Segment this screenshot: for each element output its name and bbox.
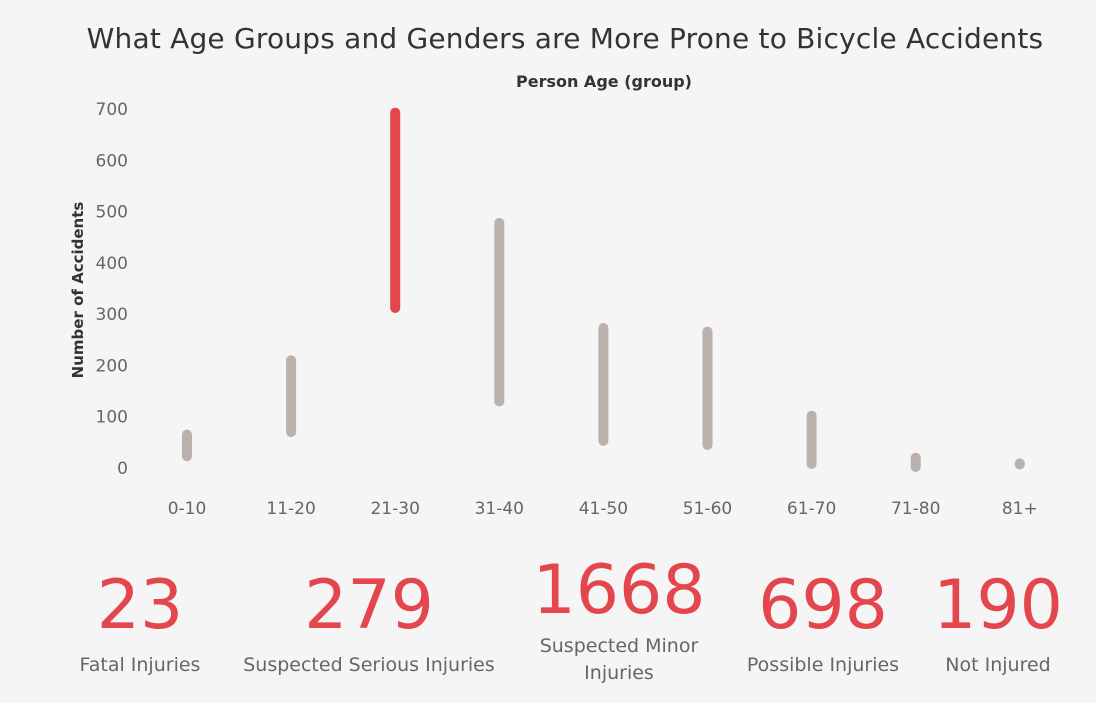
kpi-suspected-serious-injuries: 279 Suspected Serious Injuries xyxy=(238,572,500,679)
y-tick-label: 500 xyxy=(96,203,128,223)
kpi-value: 23 xyxy=(96,566,184,645)
kpi-not-injured: 190 Not Injured xyxy=(928,572,1068,679)
kpi-value: 698 xyxy=(758,566,888,645)
y-tick-label: 700 xyxy=(96,100,128,120)
kpi-fatal-injuries: 23 Fatal Injuries xyxy=(60,572,220,679)
kpi-label: Possible Injuries xyxy=(746,654,900,676)
kpi-label: Suspected Minor Injuries xyxy=(539,635,699,684)
x-tick-label: 71-80 xyxy=(891,499,940,519)
x-tick-label: 0-10 xyxy=(168,499,207,519)
x-tick-label: 61-70 xyxy=(787,499,836,519)
kpi-value: 190 xyxy=(933,566,1063,645)
y-tick-label: 0 xyxy=(117,459,128,479)
x-axis-title: Person Age (group) xyxy=(516,72,692,91)
x-tick-label: 11-20 xyxy=(266,499,315,519)
x-tick-label: 51-60 xyxy=(683,499,732,519)
y-axis-title: Number of Accidents xyxy=(69,202,87,379)
y-tick-label: 100 xyxy=(96,408,128,428)
y-tick-label: 600 xyxy=(96,151,128,171)
chart-title: What Age Groups and Genders are More Pro… xyxy=(86,22,1044,55)
range-bars xyxy=(182,107,1025,472)
x-tick-label: 21-30 xyxy=(370,499,419,519)
x-tick-label: 81+ xyxy=(1002,499,1038,519)
y-axis: 0 100 200 300 400 500 600 700 xyxy=(96,100,128,479)
x-axis: 0-10 11-20 21-30 31-40 41-50 51-60 61-70 71-80 8… xyxy=(168,499,1038,519)
kpi-value: 1668 xyxy=(532,551,706,630)
kpi-label: Fatal Injuries xyxy=(79,654,201,676)
y-tick-label: 400 xyxy=(96,254,128,274)
accidents-range-chart: Person Age (group) Number of Accidents 0… xyxy=(69,72,1038,519)
y-tick-label: 200 xyxy=(96,356,128,376)
kpi-value: 279 xyxy=(304,566,434,645)
kpi-possible-injuries: 698 Possible Injuries xyxy=(738,572,908,679)
kpi-label: Not Injured xyxy=(945,654,1051,676)
x-tick-label: 31-40 xyxy=(475,499,524,519)
x-tick-label: 41-50 xyxy=(579,499,628,519)
kpi-suspected-minor-injuries: 1668 Suspected Minor Injuries xyxy=(530,557,708,687)
y-tick-label: 300 xyxy=(96,305,128,325)
kpi-label: Suspected Serious Injuries xyxy=(243,654,495,676)
